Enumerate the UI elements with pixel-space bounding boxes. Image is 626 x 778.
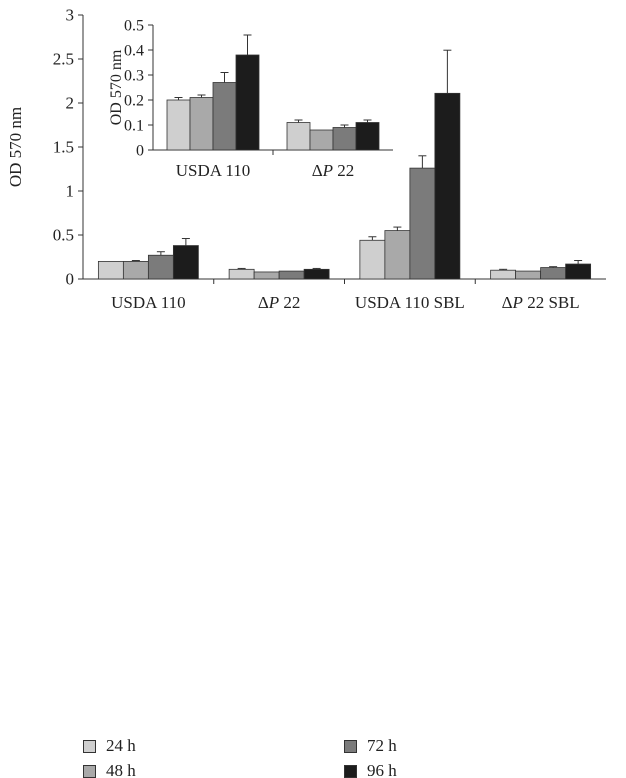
main-chart-y-tick-label: 1.5	[53, 138, 74, 157]
main-chart-y-tick-label: 0	[66, 270, 75, 289]
inset-chart-bar-72h	[332, 127, 357, 151]
inset-chart-y-tick-label: 0.2	[124, 92, 144, 109]
legend-label-72h: 72 h	[367, 736, 397, 755]
main-chart-bar-48h	[253, 271, 280, 280]
inset-chart-y-tick-label: 0	[136, 142, 144, 159]
main-chart-y-axis-label: OD 570 nm	[6, 107, 25, 187]
main-chart-bar-96h	[172, 245, 199, 280]
main-chart-bar-72h	[278, 270, 305, 280]
main-chart-y-tick-label: 2.5	[53, 50, 74, 69]
main-chart-y-tick-label: 2	[66, 94, 75, 113]
main-chart-bar-48h	[122, 260, 149, 280]
main-chart-bar-72h	[409, 167, 436, 280]
inset-chart-y-tick-label: 0.1	[124, 117, 144, 134]
inset-chart-category-label: ΔP 22	[312, 161, 355, 180]
main-chart-bar-48h	[384, 230, 411, 280]
inset-chart-y-tick-label: 0.3	[124, 67, 144, 84]
chart-figure: 0 0.5 1 1.5 2 2.5 3 OD 570 nm USDA 110 ΔP 22 USDA …	[6, 6, 606, 778]
main-chart-category-label: USDA 110 SBL	[355, 293, 465, 312]
main-chart-bar-24h	[97, 260, 124, 280]
main-chart-category-label: ΔP 22	[258, 293, 301, 312]
legend-item-24h: 24 h	[83, 736, 136, 756]
main-chart-category-label: USDA 110	[111, 293, 185, 312]
inset-chart-bar-72h	[212, 82, 237, 151]
inset-chart-bar-48h	[189, 97, 214, 151]
inset-chart-category-label: USDA 110	[176, 161, 250, 180]
inset-chart-bar-24h	[166, 99, 191, 151]
legend-swatch-96h	[344, 764, 357, 778]
main-chart-bar-24h	[228, 268, 255, 280]
main-chart-group: 0 0.5 1 1.5 2 2.5 3 OD 570 nm USDA 110 ΔP 22 USDA …	[6, 6, 606, 312]
legend-label-24h: 24 h	[106, 736, 136, 755]
inset-chart-y-tick-label: 0.5	[124, 17, 144, 34]
main-chart-bar-72h	[147, 254, 174, 280]
inset-chart-y-tick-label: 0.4	[124, 42, 144, 59]
legend-item-48h: 48 h	[83, 761, 136, 778]
main-chart-y-tick-label: 1	[66, 182, 75, 201]
legend-item-96h: 96 h	[344, 761, 397, 778]
legend-label-48h: 48 h	[106, 761, 136, 778]
inset-chart-bar-96h	[355, 122, 380, 151]
legend-label-96h: 96 h	[367, 761, 397, 778]
main-chart-bar-96h	[565, 263, 592, 280]
legend-swatch-72h	[344, 739, 357, 753]
legend-swatch-48h	[83, 764, 96, 778]
chart-canvas: 0 0.5 1 1.5 2 2.5 3 OD 570 nm USDA 110 ΔP 22 USDA …	[6, 6, 606, 312]
legend-item-72h: 72 h	[344, 736, 397, 756]
inset-chart-group: 0 0.1 0.2 0.3 0.4 0.5 OD 570 nm USDA 110 ΔP 22	[108, 17, 393, 180]
inset-chart-bar-48h	[309, 129, 334, 151]
main-chart-category-label: ΔP 22 SBL	[502, 293, 580, 312]
legend-swatch-24h	[83, 739, 96, 753]
inset-chart-bar-96h	[235, 54, 260, 151]
main-chart-bar-48h	[515, 270, 542, 280]
main-chart-bar-72h	[540, 267, 567, 280]
main-chart-y-tick-label: 0.5	[53, 226, 74, 245]
main-chart-bar-24h	[359, 239, 386, 280]
main-chart-y-tick-label: 3	[66, 6, 75, 25]
inset-chart-y-axis-label: OD 570 nm	[108, 49, 125, 125]
inset-chart-bar-24h	[286, 122, 311, 151]
main-chart-bar-96h	[303, 268, 330, 280]
main-chart-bar-96h	[434, 92, 461, 280]
main-chart-bar-24h	[490, 269, 517, 280]
